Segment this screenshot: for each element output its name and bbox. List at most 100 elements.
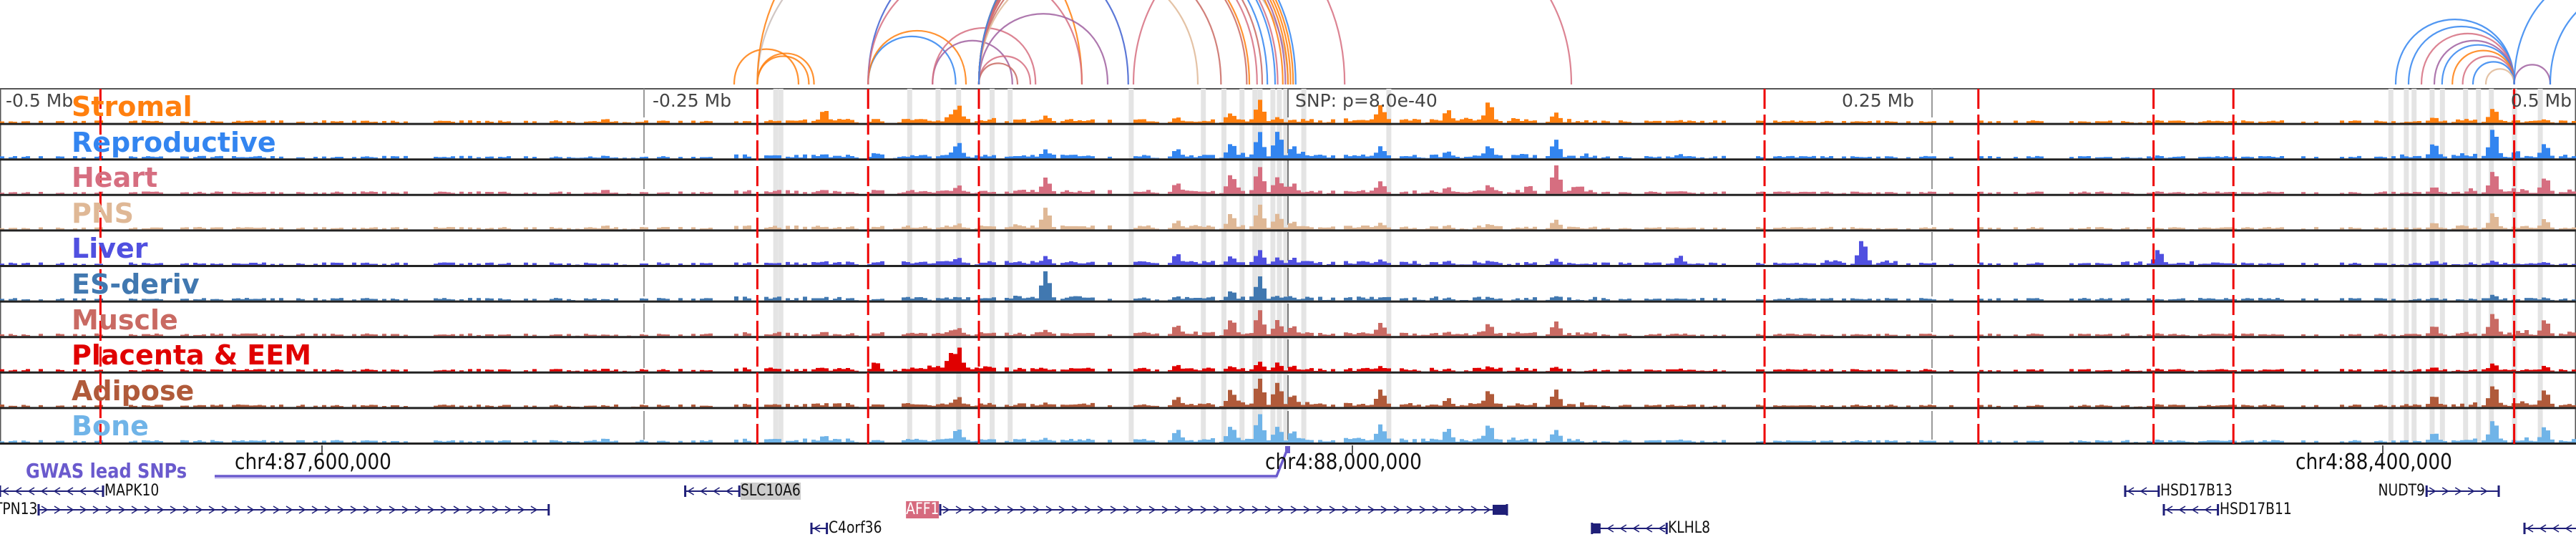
strand-arrow-icon: [1342, 505, 1350, 514]
interaction-arc: [2513, 64, 2552, 85]
gene-label[interactable]: PTPN13: [0, 500, 38, 518]
strand-arrow-icon: [1432, 505, 1440, 514]
track-label: Stromal: [72, 91, 192, 122]
gene-label[interactable]: KLHL8: [1668, 519, 1711, 537]
strand-arrow-icon: [1084, 505, 1092, 514]
gene-label[interactable]: HSD17B13: [2160, 482, 2233, 500]
interaction-arc: [977, 0, 1199, 85]
gene-slc10a6[interactable]: [684, 485, 741, 497]
strand-arrow-icon: [1213, 505, 1221, 514]
interaction-arc: [2513, 0, 2545, 85]
strand-arrow-icon: [1632, 524, 1640, 533]
strand-arrow-icon: [247, 505, 255, 514]
gene-aff1[interactable]: [939, 504, 1508, 516]
signal-bars: [0, 378, 2576, 407]
interaction-arc: [2549, 11, 2576, 85]
gene-label[interactable]: MAPK10: [104, 482, 160, 500]
strand-arrow-icon: [1367, 505, 1375, 514]
strand-arrow-icon: [1290, 505, 1298, 514]
strand-arrow-icon: [131, 505, 139, 514]
gene-hsd17b11[interactable]: [2162, 504, 2220, 516]
gene-c4orf36[interactable]: [810, 523, 829, 534]
scale-label: -0.25 Mb: [653, 90, 732, 111]
signal-bars: [0, 310, 2576, 337]
interaction-arc: [867, 35, 957, 85]
strand-arrow-icon: [517, 505, 525, 514]
strand-arrow-icon: [427, 505, 435, 514]
scale-label: 0.5 Mb: [2510, 90, 2572, 111]
gene-label[interactable]: SLC10A6: [741, 482, 801, 500]
strand-arrow-icon: [1445, 505, 1453, 514]
strand-arrow-icon: [2539, 524, 2547, 533]
gene-sparcl1[interactable]: [2523, 523, 2576, 534]
track-label: Liver: [72, 233, 148, 265]
gene-label[interactable]: C4orf36: [828, 519, 882, 537]
scale-label: -0.5 Mb: [6, 90, 74, 111]
interaction-arc: [977, 0, 1258, 85]
strand-arrow-icon: [1606, 524, 1614, 533]
strand-arrow-icon: [79, 505, 87, 514]
interaction-arc: [977, 0, 1284, 85]
strand-arrow-icon: [1329, 505, 1337, 514]
strand-arrow-icon: [2565, 524, 2572, 533]
strand-arrow-icon: [1148, 505, 1156, 514]
gene-label[interactable]: NUDT9: [2378, 482, 2426, 500]
strand-arrow-icon: [350, 505, 358, 514]
signal-tracks: [0, 88, 2576, 445]
strand-arrow-icon: [234, 505, 242, 514]
gene-klhl8[interactable]: [1591, 523, 1668, 534]
gene-label[interactable]: AFF1: [905, 500, 939, 518]
strand-arrow-icon: [92, 487, 99, 495]
interaction-arc: [756, 0, 1289, 85]
strand-arrow-icon: [53, 487, 61, 495]
strand-arrow-icon: [14, 487, 22, 495]
strand-arrow-icon: [1020, 505, 1028, 514]
track-heart: [0, 165, 2576, 194]
strand-arrow-icon: [286, 505, 293, 514]
track-reproductive: [0, 130, 2576, 159]
strand-arrow-icon: [324, 505, 332, 514]
interaction-arc: [977, 0, 1264, 85]
strand-arrow-icon: [504, 505, 512, 514]
track-label: Placenta & EEM: [72, 339, 312, 372]
strand-arrow-icon: [700, 487, 708, 495]
interaction-arc: [977, 0, 1277, 85]
strand-arrow-icon: [260, 505, 268, 514]
strand-arrow-icon: [54, 505, 62, 514]
signal-bars: [0, 347, 2576, 372]
strand-arrow-icon: [92, 505, 100, 514]
strand-arrow-icon: [813, 524, 821, 533]
strand-arrow-icon: [195, 505, 203, 514]
interaction-arc: [867, 0, 1129, 85]
strand-arrow-icon: [1483, 505, 1491, 514]
coordinate-axis: [0, 445, 2576, 534]
gene-label[interactable]: HSD17B11: [2219, 500, 2292, 518]
interaction-arc: [977, 0, 1248, 85]
strand-arrow-icon: [1097, 505, 1105, 514]
gene-mapk10[interactable]: [0, 485, 104, 497]
gene-hsd17b13[interactable]: [2124, 485, 2160, 497]
gwas-link-line: [215, 450, 1288, 478]
strand-arrow-icon: [1007, 505, 1015, 514]
gene-ptpn13[interactable]: [37, 504, 550, 516]
interaction-arc: [2394, 19, 2515, 85]
signal-bars: [0, 414, 2576, 442]
coordinate-label: chr4:88,000,000: [1265, 450, 1422, 475]
gene-nudt9[interactable]: [2425, 485, 2500, 497]
strand-arrow-icon: [713, 487, 721, 495]
interaction-arc: [2407, 25, 2515, 85]
strand-arrow-icon: [968, 505, 976, 514]
strand-arrow-icon: [2127, 487, 2135, 495]
strand-arrow-icon: [337, 505, 345, 514]
strand-arrow-icon: [1045, 505, 1053, 514]
track-label: Bone: [72, 410, 149, 442]
strand-arrow-icon: [2552, 524, 2560, 533]
gwas-snp-marker[interactable]: [1285, 446, 1290, 453]
strand-arrow-icon: [67, 505, 74, 514]
strand-arrow-icon: [942, 505, 950, 514]
strand-arrow-icon: [1239, 505, 1246, 514]
strand-arrow-icon: [2178, 505, 2186, 514]
interaction-arc: [932, 27, 1037, 85]
interaction-arc: [977, 62, 1019, 85]
track-label: Reproductive: [72, 126, 276, 158]
